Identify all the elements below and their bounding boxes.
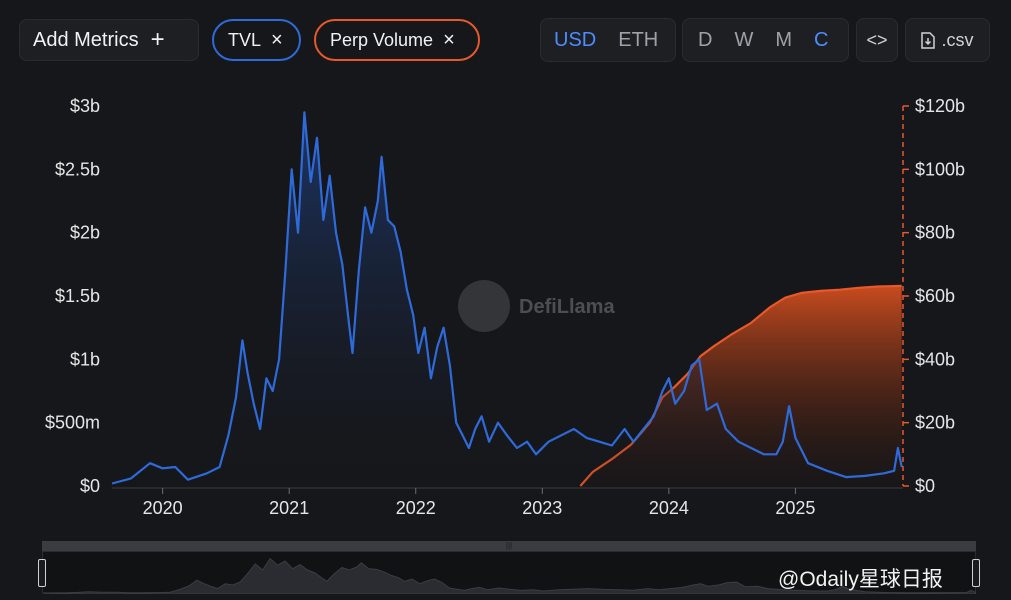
y-left-tick-label: $2b — [70, 223, 100, 243]
watermark-text: DefiLlama — [519, 296, 615, 318]
add-metrics-label: Add Metrics — [33, 28, 139, 51]
y-left-tick-label: $500m — [45, 413, 100, 433]
y-left-tick-label: $0 — [80, 476, 100, 496]
tvl-area — [112, 112, 902, 487]
y-left-tick-label: $2.5b — [55, 159, 100, 179]
brush-preview — [42, 551, 976, 595]
currency-eth-option[interactable]: ETH — [618, 28, 659, 51]
perp-pill-label: Perp Volume — [330, 29, 434, 50]
y-left-tick-label: $1.5b — [55, 286, 100, 306]
close-icon[interactable]: × — [443, 29, 455, 51]
period-weekly-option[interactable]: W — [734, 28, 754, 51]
defillama-logo-icon — [458, 280, 510, 332]
plus-icon: + — [150, 26, 165, 53]
code-icon: <> — [866, 29, 888, 50]
currency-usd-option[interactable]: USD — [554, 28, 597, 51]
source-credit: @Odaily星球日报 — [778, 568, 943, 591]
perp-volume-metric-pill[interactable]: Perp Volume × — [314, 19, 480, 61]
period-cumulative-option[interactable]: C — [814, 28, 829, 51]
tvl-pill-label: TVL — [228, 29, 262, 50]
brush-mini-chart — [42, 557, 976, 595]
y-right-tick-label: $60b — [915, 286, 955, 306]
currency-toggle: USD ETH — [540, 18, 676, 62]
add-metrics-button[interactable]: Add Metrics + — [19, 19, 199, 61]
brush-slider-track[interactable]: ||| — [42, 541, 976, 551]
download-file-icon — [921, 31, 936, 49]
period-monthly-option[interactable]: M — [775, 28, 793, 51]
period-daily-option[interactable]: D — [698, 28, 713, 51]
period-toggle: D W M C — [682, 18, 849, 62]
toolbar: Add Metrics + TVL × Perp Volume × USD ET… — [0, 0, 1011, 80]
y-right-tick-label: $120b — [915, 96, 965, 116]
y-left-tick-label: $1b — [70, 349, 100, 369]
close-icon[interactable]: × — [271, 29, 283, 51]
y-right-tick-label: $80b — [915, 223, 955, 243]
x-tick-label: 2025 — [775, 498, 815, 518]
grip-icon: ||| — [505, 541, 513, 550]
brush-left-handle[interactable] — [38, 559, 46, 587]
defillama-watermark: DefiLlama — [458, 280, 615, 332]
tvl-perp-volume-chart: DefiLlama 2020 2021 2022 2023 2024 2025 $0 $500… — [45, 96, 965, 518]
x-tick-label: 2024 — [649, 498, 689, 518]
y-right-tick-label: $20b — [915, 413, 955, 433]
y-left-tick-label: $3b — [70, 96, 100, 116]
download-csv-button[interactable]: .csv — [905, 18, 990, 62]
tvl-metric-pill[interactable]: TVL × — [212, 19, 301, 61]
tvl-line — [111, 111, 903, 485]
x-tick-label: 2023 — [522, 498, 562, 518]
x-tick-label: 2020 — [143, 498, 183, 518]
time-range-brush[interactable]: ||| — [38, 541, 980, 595]
y-right-tick-label: $0 — [915, 476, 935, 496]
y-right-tick-label: $40b — [915, 349, 955, 369]
embed-code-button[interactable]: <> — [856, 18, 898, 62]
csv-label: .csv — [941, 29, 974, 50]
x-tick-label: 2021 — [269, 498, 309, 518]
x-tick-label: 2022 — [396, 498, 436, 518]
y-right-tick-label: $100b — [915, 159, 965, 179]
brush-right-handle[interactable] — [972, 559, 980, 587]
